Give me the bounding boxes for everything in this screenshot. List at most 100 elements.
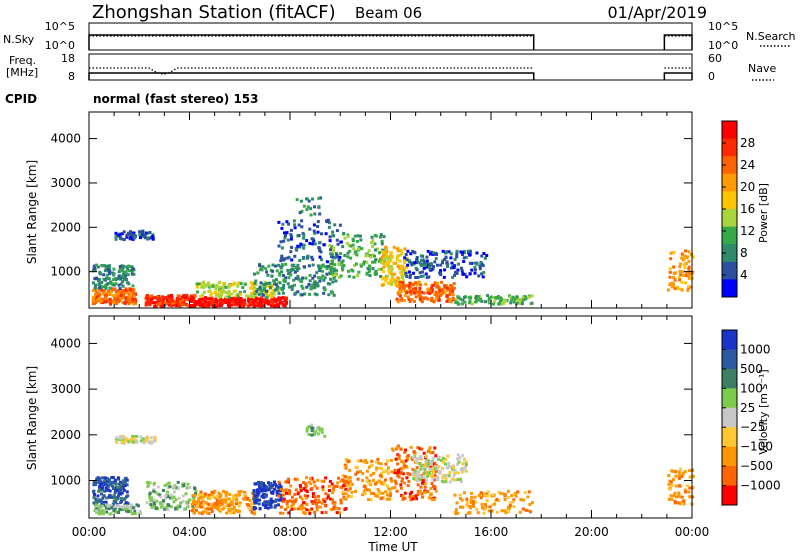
range-gate-cell [416,294,420,298]
range-gate-cell [289,273,293,277]
range-gate-cell [379,235,382,239]
range-gate-cell [474,500,478,504]
range-gate-cell [434,489,438,493]
range-gate-cell [382,262,386,266]
range-gate-cell [210,301,214,305]
range-gate-cell [131,435,134,438]
range-gate-cell [470,491,473,495]
range-gate-cell [302,243,306,247]
range-gate-cell [118,265,122,269]
range-gate-cell [264,488,268,492]
range-gate-cell [407,297,411,301]
range-gate-cell [131,288,135,292]
range-gate-cell [193,494,197,498]
range-gate-cell [669,480,673,484]
range-gate-cell [414,287,417,291]
range-gate-cell [384,490,388,494]
range-gate-cell [329,267,333,271]
range-gate-cell [264,503,268,507]
range-gate-cell [349,256,353,260]
power-colorbar-label: Power [dB] [757,183,770,243]
range-gate-cell [205,283,209,287]
vel-yaxis-label-2: 2000 [50,428,81,442]
range-gate-cell [519,497,523,501]
range-gate-cell [276,280,280,284]
range-gate-cell [310,486,314,490]
range-gate-cell [317,205,321,209]
range-gate-cell [439,273,443,277]
range-gate-cell [319,196,323,200]
range-gate-cell [425,255,429,259]
range-gate-cell [369,481,373,485]
range-gate-cell [235,297,239,300]
range-gate-cell [100,488,104,492]
range-gate-cell [209,284,213,288]
range-gate-cell [324,232,328,236]
range-gate-cell [339,252,343,256]
range-gate-cell [482,271,486,275]
range-gate-cell [397,278,401,282]
range-gate-cell [120,274,124,278]
range-gate-cell [258,286,262,290]
range-gate-cell [248,499,252,502]
range-gate-cell [305,239,309,243]
range-gate-cell [233,298,237,302]
range-gate-cell [672,470,676,474]
range-gate-cell [672,494,676,498]
vel-colorbar-swatch-5 [722,427,737,448]
range-gate-cell [526,509,530,513]
range-gate-cell [104,300,108,304]
range-gate-cell [100,288,104,292]
range-gate-cell [185,500,189,504]
range-gate-cell [488,505,492,509]
range-gate-cell [454,508,458,512]
range-gate-cell [369,473,373,477]
range-gate-cell [187,498,191,502]
range-gate-cell [373,254,376,258]
range-gate-cell [148,494,152,498]
range-gate-cell [426,460,430,464]
range-gate-cell [527,295,531,299]
range-gate-cell [398,266,402,270]
range-gate-cell [267,264,271,268]
range-gate-cell [414,281,418,285]
range-gate-cell [448,471,452,474]
time-tick-label-0: 00:00 [72,525,107,539]
nsky-traces [88,34,693,50]
range-gate-cell [274,264,278,268]
range-gate-cell [292,278,296,282]
range-gate-cell [295,477,299,481]
range-gate-cell [443,291,447,294]
range-gate-cell [405,265,408,269]
range-gate-cell [202,503,206,506]
range-gate-cell [195,300,198,304]
nave-right-tick-top: 60 [708,52,722,65]
range-gate-cell [392,245,396,249]
range-gate-cell [122,479,126,483]
range-gate-cell [366,488,370,492]
range-gate-cell [230,303,234,307]
range-gate-cell [338,511,342,515]
range-gate-cell [389,279,393,282]
range-gate-cell [389,270,393,273]
power-colorbar-swatch-1 [722,138,737,157]
range-gate-cell [412,456,416,459]
range-gate-cell [158,296,162,300]
range-gate-cell [296,290,300,294]
range-gate-cell [169,297,173,301]
range-gate-cell [320,511,324,515]
range-gate-cell [112,508,116,512]
range-gate-cell [669,251,673,255]
range-gate-cell [341,267,345,271]
range-gate-cell [316,276,320,280]
range-gate-cell [408,273,412,277]
range-gate-cell [468,301,472,305]
range-gate-cell [401,497,405,501]
range-gate-cell [102,494,106,498]
range-gate-cell [674,484,678,488]
range-gate-cell [107,495,111,499]
range-gate-cell [288,499,292,503]
range-gate-cell [424,454,428,458]
range-gate-cell [193,302,197,306]
